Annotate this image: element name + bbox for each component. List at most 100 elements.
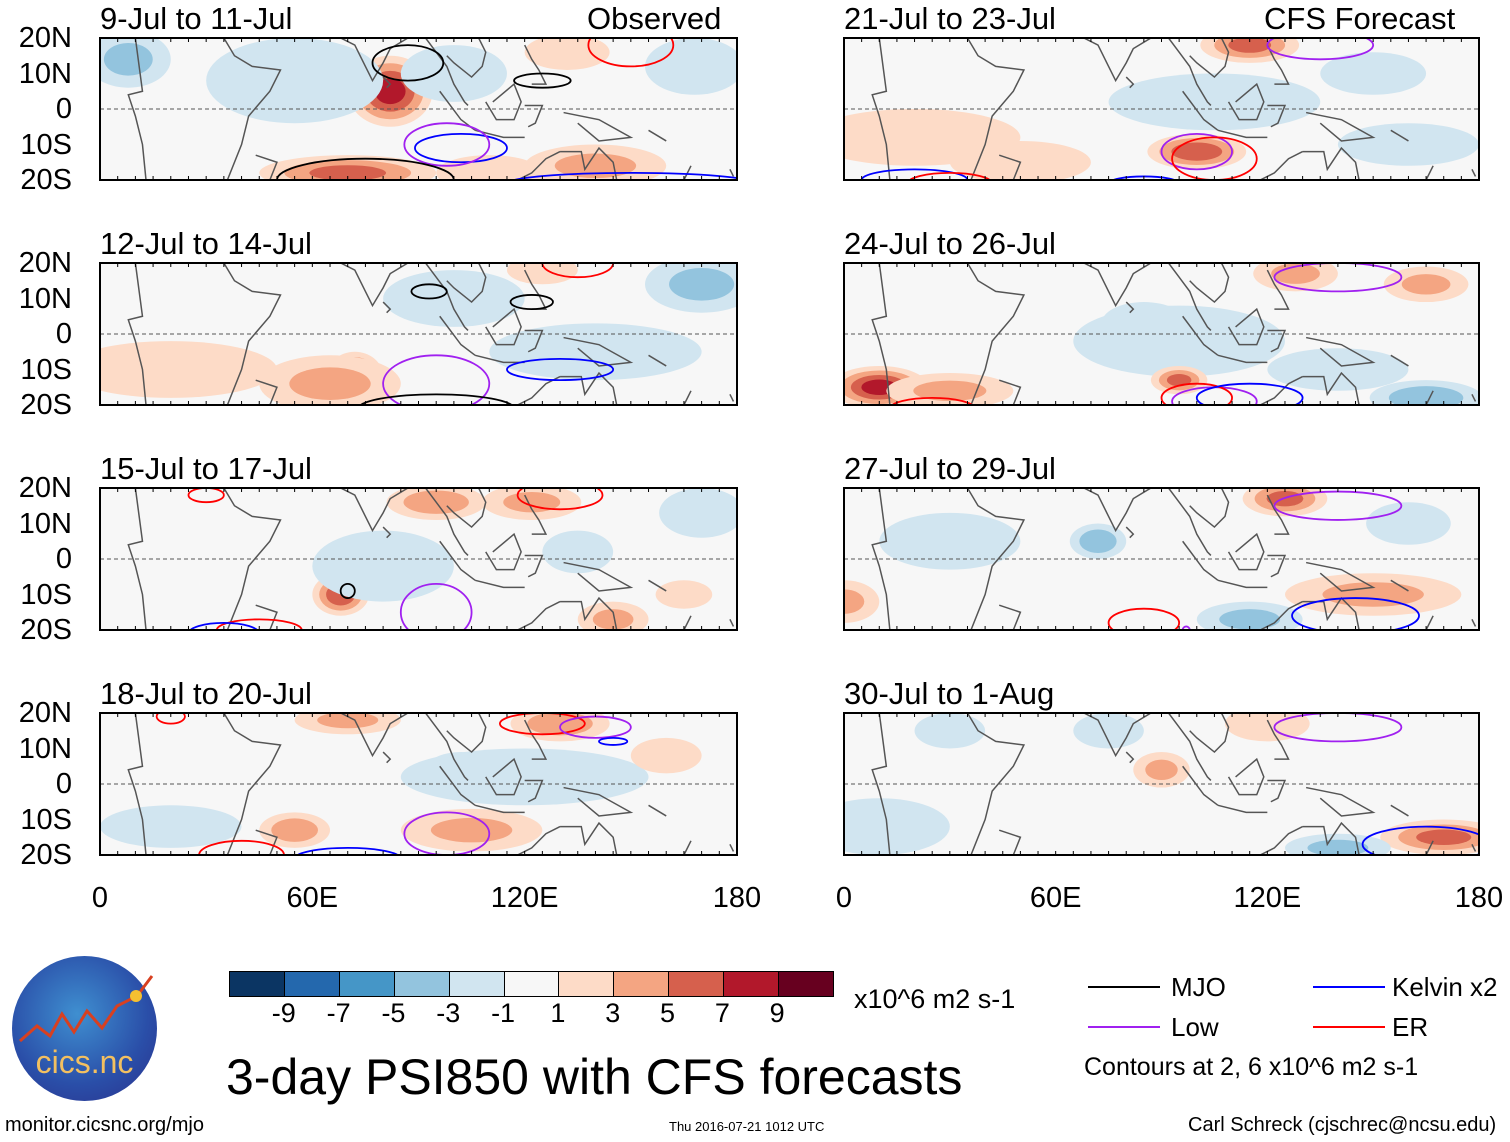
column-header-observed: Observed xyxy=(587,1,722,36)
panel-title: 9-Jul to 11-Jul xyxy=(100,1,293,36)
y-tick-label: 10N xyxy=(18,732,72,765)
anomaly-shading xyxy=(489,323,702,381)
coastline xyxy=(1182,765,1219,806)
anomaly-shading xyxy=(1322,582,1424,607)
colorbar-swatch xyxy=(723,972,779,996)
contour-low xyxy=(403,811,491,855)
cics-logo: cics.nc xyxy=(12,956,157,1101)
coastline xyxy=(255,154,278,180)
panel-title: 12-Jul to 14-Jul xyxy=(100,226,312,261)
anomaly-shading xyxy=(1079,529,1117,553)
colorbar-tick-label: 1 xyxy=(550,998,566,1028)
coastline xyxy=(1267,554,1287,578)
coastline xyxy=(1125,76,1135,89)
contour-er xyxy=(187,488,225,504)
coastline xyxy=(1217,804,1268,814)
y-tick-label: 10S xyxy=(20,353,72,386)
map-panel xyxy=(843,262,1480,406)
contour-er xyxy=(587,38,675,68)
contour-kelvin xyxy=(296,847,400,855)
coastline xyxy=(683,615,692,630)
coastline xyxy=(485,532,522,571)
anomaly-shading xyxy=(1219,609,1281,630)
contour-er xyxy=(516,488,604,511)
anomaly-shading xyxy=(1228,38,1272,53)
contour-er xyxy=(499,713,586,736)
contour-low xyxy=(1273,263,1403,293)
coastline xyxy=(223,488,282,630)
anomaly-shading xyxy=(1320,52,1427,95)
coastline xyxy=(255,829,278,855)
anomaly-shading xyxy=(1388,386,1464,405)
coastline xyxy=(1266,494,1290,535)
coastline xyxy=(1258,375,1303,405)
colorbar-swatch xyxy=(613,972,669,996)
coastline xyxy=(648,354,667,367)
anomaly-shading xyxy=(879,512,1021,570)
coastline xyxy=(966,263,1026,405)
legend-line-low xyxy=(1088,1026,1160,1028)
y-tick-label: 20S xyxy=(20,389,72,421)
x-tick-label: 0 xyxy=(91,882,109,914)
anomaly-shading xyxy=(436,155,543,180)
coastline xyxy=(1217,579,1268,589)
panel-title: 15-Jul to 17-Jul xyxy=(100,451,312,486)
coastline xyxy=(515,600,561,630)
coastline xyxy=(127,38,147,180)
coastline xyxy=(1302,146,1360,180)
anomaly-shading xyxy=(400,748,649,806)
anomaly-shading xyxy=(1171,142,1223,161)
coastline xyxy=(1266,44,1290,85)
legend-line-mjo xyxy=(1088,986,1160,988)
coastline xyxy=(340,38,409,83)
coastline xyxy=(515,150,561,180)
coastline xyxy=(560,146,618,180)
coastline xyxy=(563,336,634,367)
coastline xyxy=(301,38,304,39)
coastline xyxy=(515,825,561,855)
coastline xyxy=(560,821,618,855)
contour-kelvin xyxy=(860,168,969,180)
coastline xyxy=(474,129,525,139)
coastline xyxy=(382,526,392,539)
anomaly-shading xyxy=(914,713,986,749)
coastline xyxy=(223,263,282,405)
map-panel xyxy=(99,262,738,406)
coastline xyxy=(683,165,692,180)
coastline xyxy=(340,263,409,308)
anomaly-shading xyxy=(506,263,578,285)
coastline xyxy=(446,488,487,529)
coastline xyxy=(1266,269,1290,310)
coastline xyxy=(1083,488,1152,533)
anomaly-shading xyxy=(1271,263,1320,284)
coastline xyxy=(382,751,392,764)
source-url[interactable]: monitor.cicsnc.org/mjo xyxy=(5,1114,204,1136)
coastline xyxy=(1217,129,1268,139)
y-tick-label: 20N xyxy=(18,472,72,504)
contour-low xyxy=(1181,625,1191,630)
contour-kelvin xyxy=(414,132,508,164)
contour-er xyxy=(890,397,974,405)
coastline xyxy=(729,619,735,627)
anomaly-shading xyxy=(103,42,153,76)
map-panel xyxy=(843,37,1480,181)
anomaly-shading xyxy=(1416,829,1472,845)
coastline xyxy=(1305,561,1376,592)
panel-title: 18-Jul to 20-Jul xyxy=(100,676,312,711)
contour-note: Contours at 2, 6 x10^6 m2 s-1 xyxy=(1084,1053,1419,1081)
coastline xyxy=(223,38,282,180)
coastline xyxy=(729,394,735,402)
anomaly-shading xyxy=(669,267,735,301)
coastline xyxy=(424,488,469,556)
coastline xyxy=(1267,329,1287,353)
coastline xyxy=(1182,540,1219,581)
coastline xyxy=(563,561,634,592)
coastline xyxy=(1390,354,1409,367)
coastline xyxy=(424,713,469,781)
contour-low xyxy=(1266,38,1375,61)
coastline xyxy=(998,154,1022,180)
colorbar-swatch xyxy=(230,972,284,996)
coastline xyxy=(474,579,525,589)
x-tick-label: 180 xyxy=(712,882,762,914)
